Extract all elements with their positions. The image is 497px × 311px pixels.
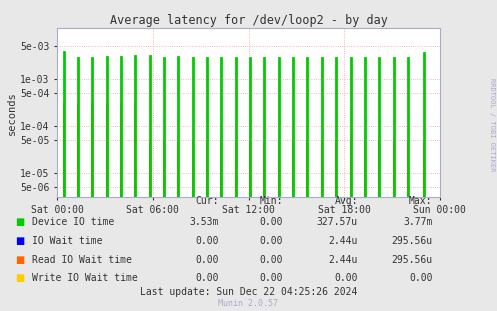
Text: Device IO time: Device IO time xyxy=(32,217,114,227)
Text: Max:: Max: xyxy=(409,196,432,206)
Text: ■: ■ xyxy=(15,217,24,227)
Text: 0.00: 0.00 xyxy=(260,217,283,227)
Text: Last update: Sun Dec 22 04:25:26 2024: Last update: Sun Dec 22 04:25:26 2024 xyxy=(140,287,357,297)
Text: 0.00: 0.00 xyxy=(195,236,219,246)
Text: 3.53m: 3.53m xyxy=(189,217,219,227)
Text: IO Wait time: IO Wait time xyxy=(32,236,103,246)
Text: 295.56u: 295.56u xyxy=(391,236,432,246)
Text: 0.00: 0.00 xyxy=(260,236,283,246)
Text: 0.00: 0.00 xyxy=(195,255,219,265)
Text: ■: ■ xyxy=(15,236,24,246)
Text: 0.00: 0.00 xyxy=(195,273,219,283)
Y-axis label: seconds: seconds xyxy=(7,91,17,135)
Text: ■: ■ xyxy=(15,255,24,265)
Text: 0.00: 0.00 xyxy=(260,273,283,283)
Text: ■: ■ xyxy=(15,273,24,283)
Text: Min:: Min: xyxy=(260,196,283,206)
Text: Read IO Wait time: Read IO Wait time xyxy=(32,255,132,265)
Text: 0.00: 0.00 xyxy=(334,273,358,283)
Text: 3.77m: 3.77m xyxy=(403,217,432,227)
Text: 0.00: 0.00 xyxy=(409,273,432,283)
Text: RRDTOOL / TOBI OETIKER: RRDTOOL / TOBI OETIKER xyxy=(489,78,495,171)
Text: 295.56u: 295.56u xyxy=(391,255,432,265)
Title: Average latency for /dev/loop2 - by day: Average latency for /dev/loop2 - by day xyxy=(109,14,388,27)
Text: Munin 2.0.57: Munin 2.0.57 xyxy=(219,299,278,308)
Text: Avg:: Avg: xyxy=(334,196,358,206)
Text: 2.44u: 2.44u xyxy=(329,255,358,265)
Text: Write IO Wait time: Write IO Wait time xyxy=(32,273,138,283)
Text: Cur:: Cur: xyxy=(195,196,219,206)
Text: 0.00: 0.00 xyxy=(260,255,283,265)
Text: 2.44u: 2.44u xyxy=(329,236,358,246)
Text: 327.57u: 327.57u xyxy=(317,217,358,227)
